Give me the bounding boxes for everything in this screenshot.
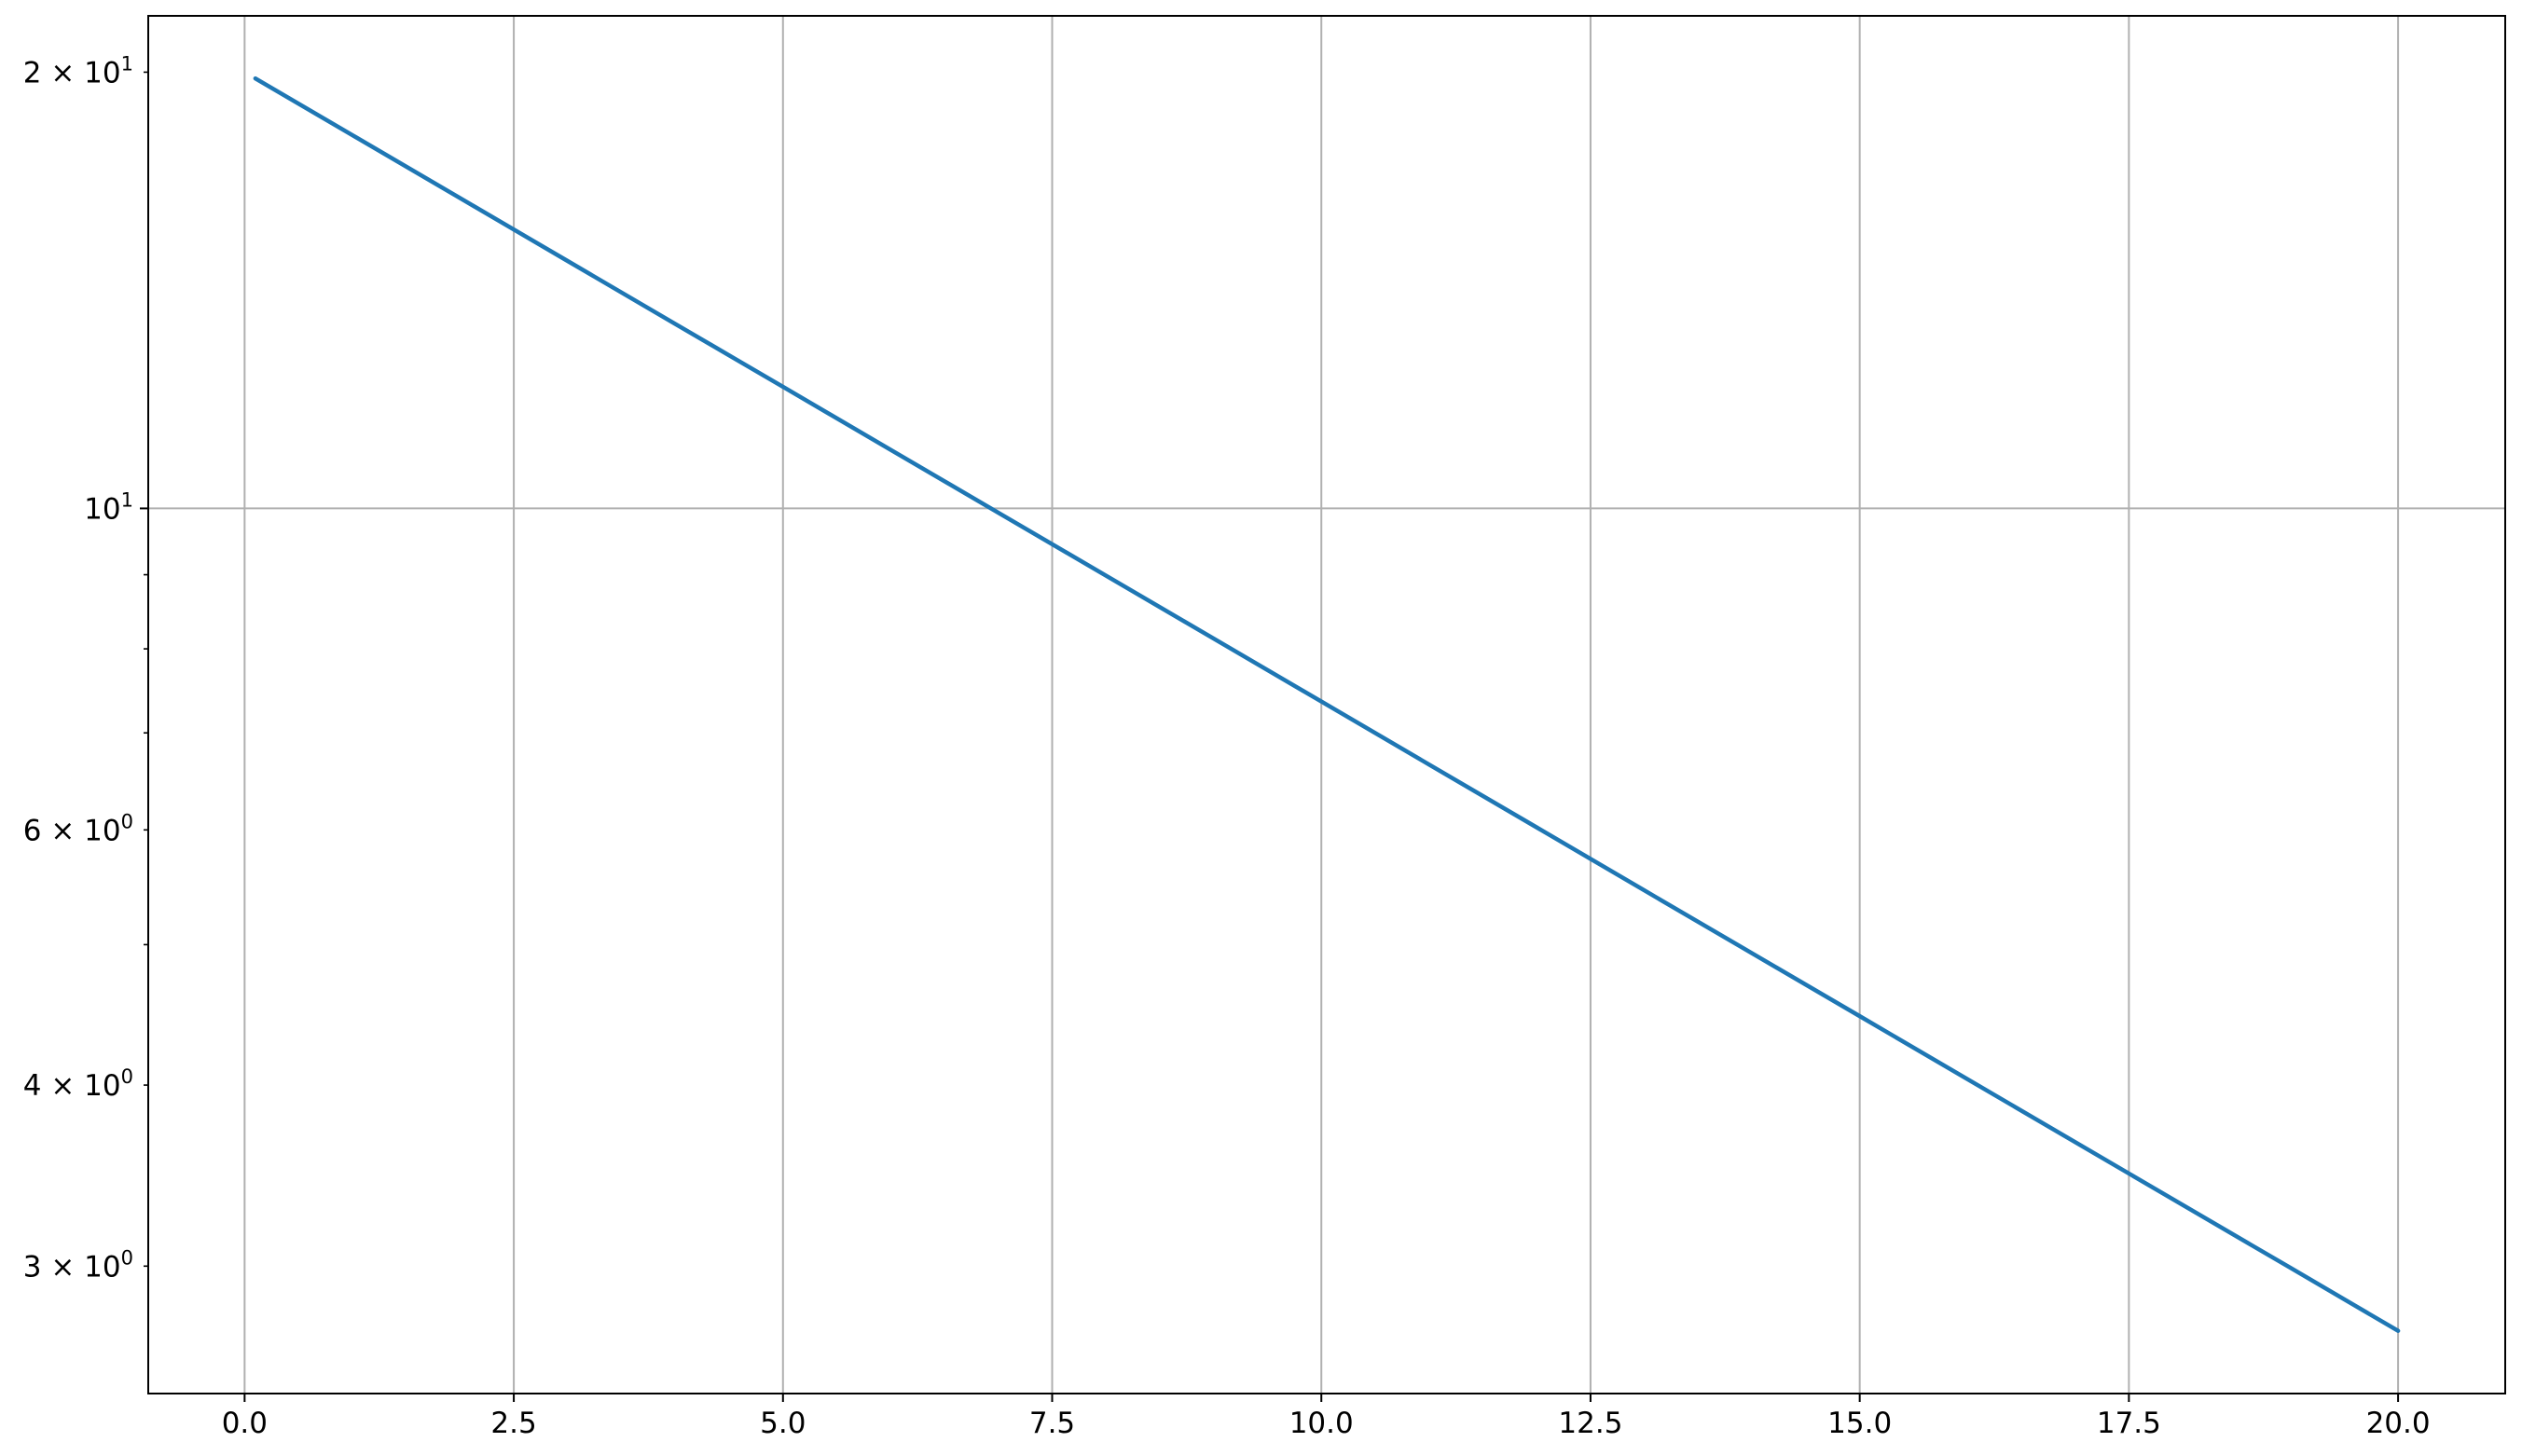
y-tick-label: 6 × 100	[23, 810, 133, 847]
y-tick-label: 101	[84, 488, 133, 526]
x-tick-label: 20.0	[2366, 1407, 2431, 1440]
x-tick-label: 7.5	[1029, 1407, 1075, 1440]
x-tick-label: 17.5	[2097, 1407, 2161, 1440]
data-line	[253, 76, 2401, 1333]
plot-frame	[147, 15, 2506, 1394]
x-tick-label: 12.5	[1558, 1407, 1622, 1440]
x-tick-label: 10.0	[1289, 1407, 1354, 1440]
x-tick-label: 5.0	[760, 1407, 806, 1440]
y-tick-label: 2 × 101	[23, 52, 133, 89]
y-tick-label: 3 × 100	[23, 1246, 133, 1284]
x-tick-label: 2.5	[490, 1407, 536, 1440]
x-tick-label: 0.0	[222, 1407, 268, 1440]
y-tick-label: 4 × 100	[23, 1065, 133, 1103]
x-tick-label: 15.0	[1827, 1407, 1892, 1440]
